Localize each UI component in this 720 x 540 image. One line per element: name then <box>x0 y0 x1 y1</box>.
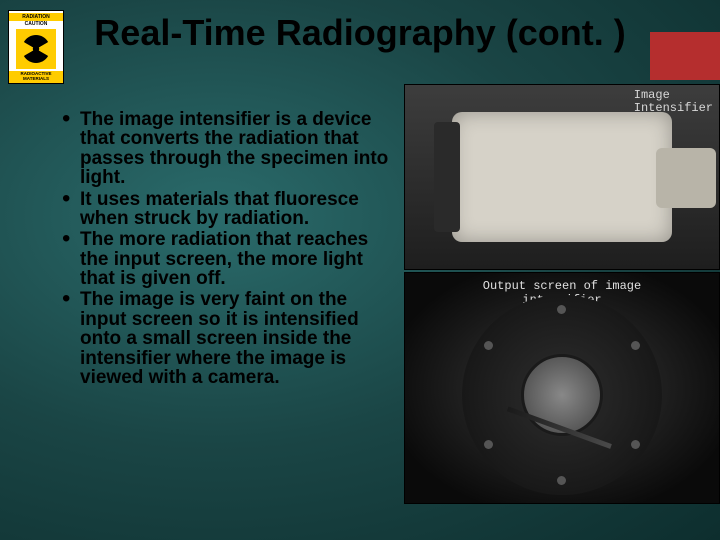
trefoil-icon <box>16 29 56 69</box>
slide-title: Real-Time Radiography (cont. ) <box>80 14 640 52</box>
bullet-list: The image intensifier is a device that c… <box>62 110 392 389</box>
radiation-bottom-label: RADIOACTIVE MATERIALS <box>9 71 63 83</box>
accent-bar <box>650 32 720 80</box>
bullet-item: It uses materials that fluoresce when st… <box>62 190 392 229</box>
bullet-item: The image intensifier is a device that c… <box>62 110 392 188</box>
intensifier-device-graphic <box>452 112 672 242</box>
radiation-sub-label: CAUTION <box>9 21 63 27</box>
image-intensifier-photo: ImageIntensifier <box>404 84 720 270</box>
bullet-item: The image is very faint on the input scr… <box>62 290 392 387</box>
output-screen-graphic <box>462 295 662 495</box>
image-column: ImageIntensifier Output screen of imagei… <box>404 84 720 504</box>
radiation-top-label: RADIATION <box>9 13 63 21</box>
bullet-item: The more radiation that reaches the inpu… <box>62 230 392 288</box>
radiation-caution-icon: RADIATION CAUTION RADIOACTIVE MATERIALS <box>8 10 64 84</box>
output-screen-photo: Output screen of imageintensifier <box>404 272 720 504</box>
